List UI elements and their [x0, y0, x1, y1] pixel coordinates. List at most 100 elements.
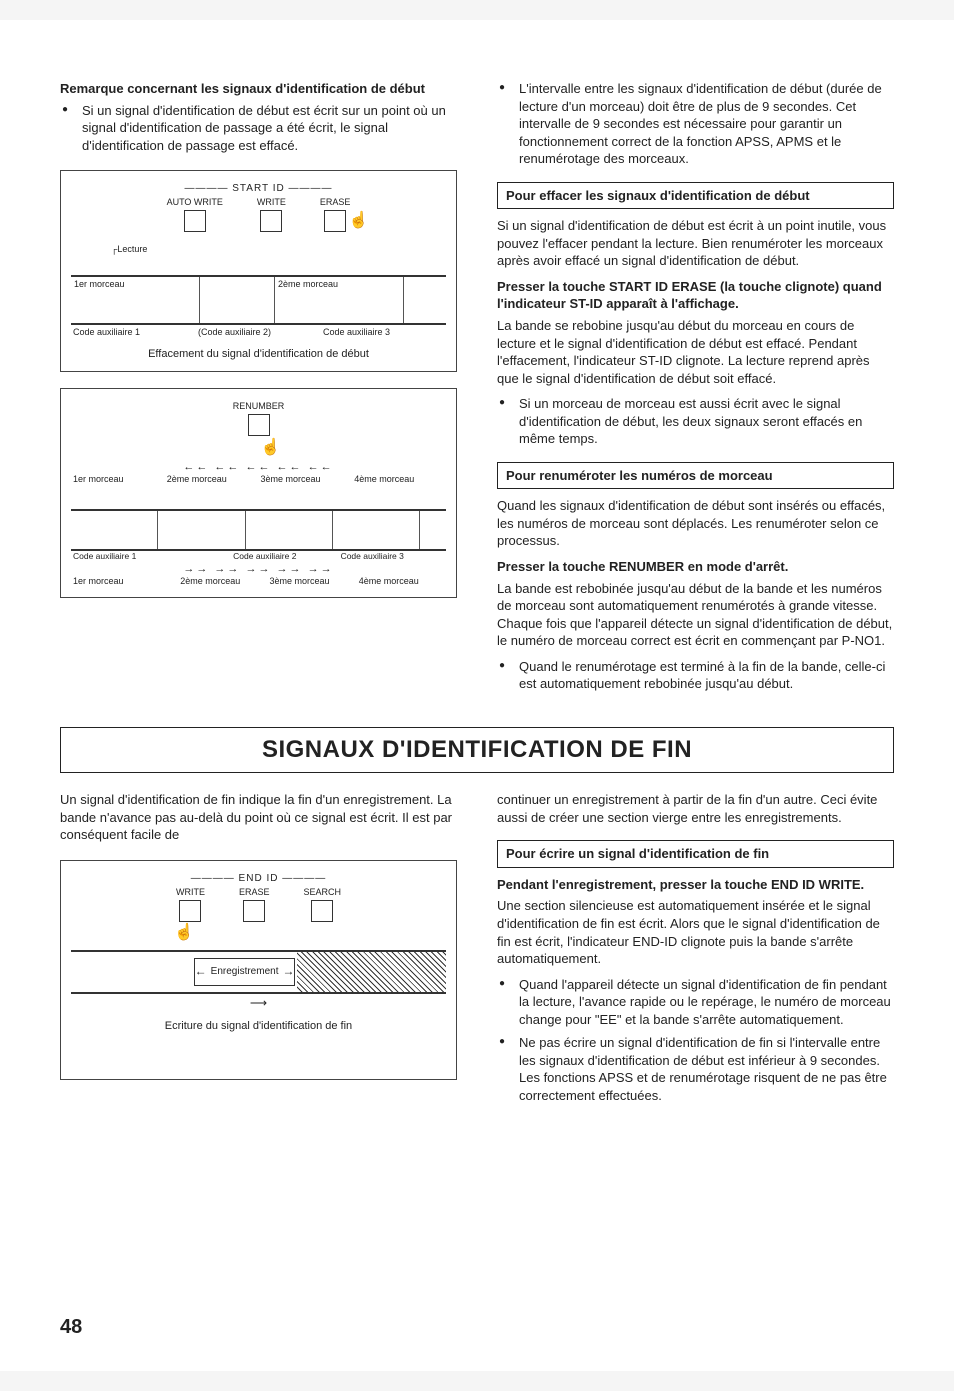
start-id-buttons-row: AUTO WRITE WRITE ERASE ☝	[71, 197, 446, 232]
end-write-label: WRITE	[176, 887, 205, 898]
fig2-c2: Code auxiliaire 2	[231, 551, 338, 561]
page-number: 48	[60, 1314, 82, 1341]
rewind-arrows: ←← ←← ←← ←← ←←	[71, 461, 446, 474]
erase-group: ERASE ☝	[320, 197, 351, 232]
auto-write-button	[184, 210, 206, 232]
end-search-label: SEARCH	[304, 887, 342, 898]
lower-left-column: Un signal d'identification de fin indiqu…	[60, 791, 457, 1110]
lecture-label: ┌Lecture	[111, 244, 446, 255]
fig1-c3: Code auxiliaire 3	[321, 327, 446, 338]
renumber-group: RENUMBER ☝	[71, 401, 446, 457]
fig1-aux-labels: Code auxiliaire 1 (Code auxiliaire 2) Co…	[71, 327, 446, 338]
end-search-group: SEARCH	[304, 887, 342, 922]
fig1-m2: 2ème morceau	[278, 279, 338, 290]
page: Remarque concernant les signaux d'identi…	[0, 20, 954, 1371]
fig2-b4: 4ème morceau	[357, 576, 446, 587]
left-column: Remarque concernant les signaux d'identi…	[60, 80, 457, 699]
start-id-group-label: ———— START ID ————	[71, 183, 446, 195]
fig2-m1: 1er morceau	[71, 474, 165, 485]
end-write-heading: Pendant l'enregistrement, presser la tou…	[497, 876, 894, 894]
endid-intro-left: Un signal d'identification de fin indiqu…	[60, 791, 457, 844]
lower-columns: Un signal d'identification de fin indiqu…	[60, 791, 894, 1110]
fig1-c1: Code auxiliaire 1	[71, 327, 196, 338]
end-erase-group: ERASE	[239, 887, 270, 922]
renumber-bullets: Quand le renumérotage est terminé à la f…	[497, 658, 894, 693]
end-id-group-label: ———— END ID ————	[71, 873, 446, 885]
end-id-buttons-row: WRITE ☝ ERASE SEARCH	[71, 887, 446, 922]
hand-icon: ☝	[349, 211, 369, 230]
figure-start-id-erase: ———— START ID ———— AUTO WRITE WRITE ERAS…	[60, 170, 457, 372]
renumber-para-1: Quand les signaux d'identification de dé…	[497, 497, 894, 550]
erase-bullet-1: Si un morceau de morceau est aussi écrit…	[519, 395, 894, 448]
figure-end-id-write: ———— END ID ———— WRITE ☝ ERASE SEARCH	[60, 860, 457, 1080]
remark-heading: Remarque concernant les signaux d'identi…	[60, 80, 457, 98]
fig2-b3: 3ème morceau	[268, 576, 357, 587]
fig2-c1: Code auxiliaire 1	[71, 551, 231, 561]
main-section-title: SIGNAUX D'IDENTIFICATION DE FIN	[60, 727, 894, 773]
lower-right-column: continuer un enregistrement à partir de …	[497, 791, 894, 1110]
fig1-c2: (Code auxiliaire 2)	[196, 327, 321, 338]
recording-box: ← Enregistrement →	[194, 958, 296, 986]
arrow-right-icon: →	[282, 964, 294, 978]
endid-intro-right: continuer un enregistrement à partir de …	[497, 791, 894, 826]
fig2-aux-labels: Code auxiliaire 1 Code auxiliaire 2 Code…	[71, 551, 446, 561]
remark-bullet-1: Si un signal d'identification de début e…	[82, 102, 457, 155]
erase-button	[324, 210, 346, 232]
end-write-button	[179, 900, 201, 922]
auto-write-group: AUTO WRITE	[167, 197, 223, 232]
start-id-text: START ID	[232, 183, 284, 194]
renumber-button	[248, 414, 270, 436]
renumber-label: RENUMBER	[71, 401, 446, 412]
write-label: WRITE	[257, 197, 286, 208]
end-bullet-1: Quand l'appareil détecte un signal d'ide…	[519, 976, 894, 1029]
end-tape-diagram: ← Enregistrement →	[71, 950, 446, 994]
fig2-m3: 3ème morceau	[259, 474, 353, 485]
fig2-b2: 2ème morceau	[160, 576, 267, 587]
erase-label: ERASE	[320, 197, 351, 208]
recording-label: Enregistrement	[211, 966, 279, 978]
fwd-arrows: →→ →→ →→ →→ →→	[71, 563, 446, 576]
auto-write-label: AUTO WRITE	[167, 197, 223, 208]
subhead-renumber: Pour renuméroter les numéros de morceau	[497, 462, 894, 490]
hand-icon-3: ☝	[174, 923, 194, 942]
end-write-para: Une section silencieuse est automatiquem…	[497, 897, 894, 967]
fig3-caption: Ecriture du signal d'identification de f…	[71, 1020, 446, 1033]
fig2-m4: 4ème morceau	[352, 474, 446, 485]
arrow-left-icon: ←	[195, 964, 207, 978]
right-column: L'intervalle entre les signaux d'identif…	[497, 80, 894, 699]
tape-diagram-1: 1er morceau 2ème morceau	[71, 275, 446, 325]
end-bullet-2: Ne pas écrire un signal d'identification…	[519, 1034, 894, 1104]
figure-renumber: RENUMBER ☝ ←← ←← ←← ←← ←← 1er morceau 2è…	[60, 388, 457, 598]
fig2-m2: 2ème morceau	[165, 474, 259, 485]
end-erase-button	[243, 900, 265, 922]
end-erase-label: ERASE	[239, 887, 270, 898]
end-write-bullets: Quand l'appareil détecte un signal d'ide…	[497, 976, 894, 1105]
erase-bullets: Si un morceau de morceau est aussi écrit…	[497, 395, 894, 448]
fig2-top-labels: 1er morceau 2ème morceau 3ème morceau 4è…	[71, 474, 446, 485]
erase-para-1: Si un signal d'identification de début e…	[497, 217, 894, 270]
erase-heading: Presser la touche START ID ERASE (la tou…	[497, 278, 894, 313]
erase-para-2: La bande se rebobine jusqu'au début du m…	[497, 317, 894, 387]
hand-icon-2: ☝	[261, 438, 281, 457]
fig1-caption: Effacement du signal d'identification de…	[71, 348, 446, 361]
fig2-c3: Code auxiliaire 3	[339, 551, 446, 561]
fig2-bottom-labels: 1er morceau 2ème morceau 3ème morceau 4è…	[71, 576, 446, 587]
tape-diagram-2	[71, 509, 446, 551]
renumber-bullet-1: Quand le renumérotage est terminé à la f…	[519, 658, 894, 693]
interval-list: L'intervalle entre les signaux d'identif…	[497, 80, 894, 168]
subhead-erase: Pour effacer les signaux d'identificatio…	[497, 182, 894, 210]
fig1-m1: 1er morceau	[74, 279, 125, 290]
subhead-end-write: Pour écrire un signal d'identification d…	[497, 840, 894, 868]
write-group: WRITE	[257, 197, 286, 232]
end-write-group: WRITE ☝	[176, 887, 205, 922]
upper-columns: Remarque concernant les signaux d'identi…	[60, 80, 894, 699]
end-search-button	[311, 900, 333, 922]
renumber-para-2: La bande est rebobinée jusqu'au début de…	[497, 580, 894, 650]
interval-bullet: L'intervalle entre les signaux d'identif…	[519, 80, 894, 168]
renumber-heading: Presser la touche RENUMBER en mode d'arr…	[497, 558, 894, 576]
end-id-text: END ID	[239, 873, 279, 884]
fwd-arrow-row: ⟶	[71, 996, 446, 1010]
write-button	[260, 210, 282, 232]
fig2-b1: 1er morceau	[71, 576, 160, 587]
remark-list: Si un signal d'identification de début e…	[60, 102, 457, 155]
